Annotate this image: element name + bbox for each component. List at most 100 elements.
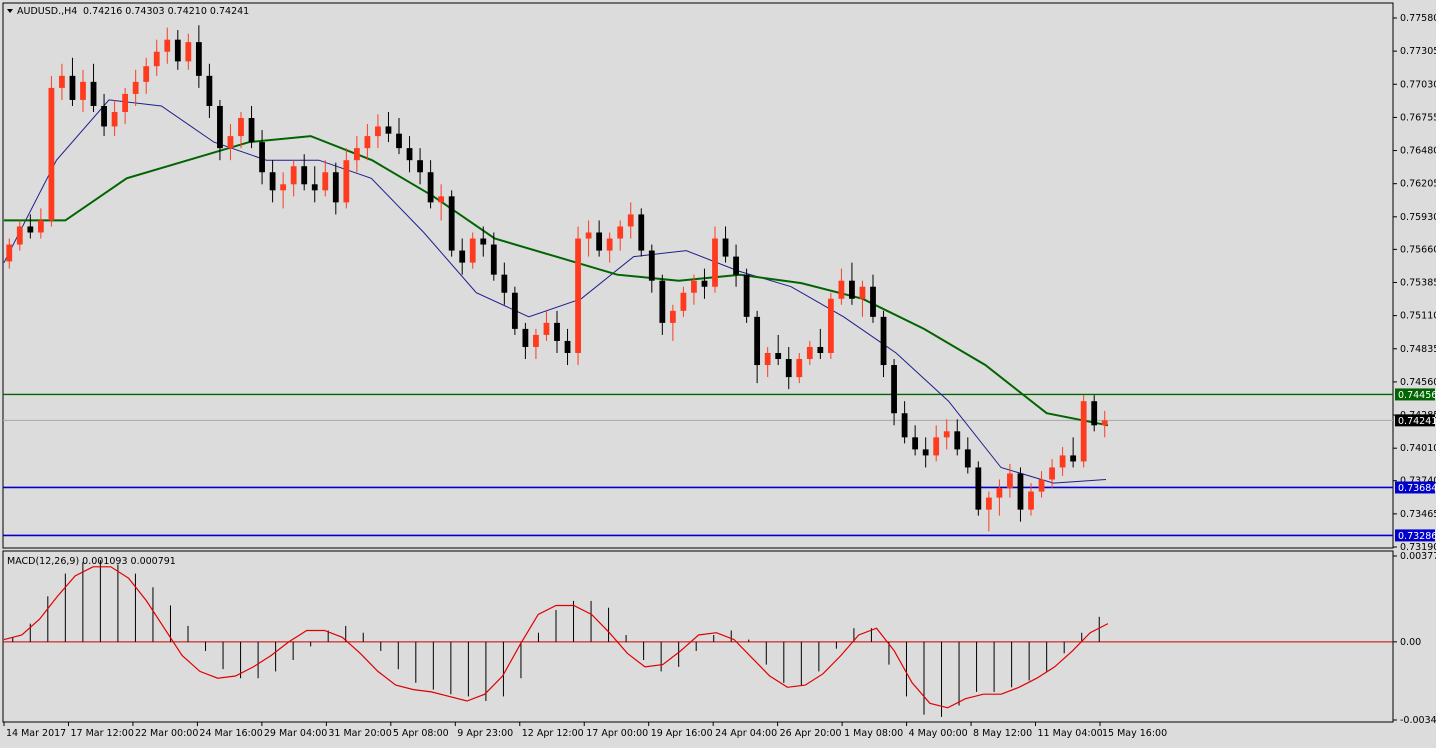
- candle-body: [227, 136, 234, 149]
- candle-body: [754, 316, 761, 366]
- candle: [764, 346, 771, 378]
- candle-body: [185, 42, 192, 62]
- candle-body: [6, 244, 13, 262]
- price-tag-label: 0.74456: [1398, 390, 1436, 401]
- ma-slow-line: [4, 135, 1109, 427]
- candle-body: [80, 81, 86, 100]
- candle: [90, 63, 97, 112]
- candle: [417, 148, 423, 185]
- candle-body: [701, 280, 708, 287]
- candle-body: [269, 172, 276, 191]
- candle: [712, 226, 718, 293]
- candle-body: [996, 487, 1003, 498]
- candle: [775, 334, 782, 366]
- candle: [943, 419, 950, 450]
- candle-body: [1038, 479, 1045, 492]
- candle: [1101, 410, 1108, 438]
- candle-body: [511, 292, 518, 329]
- candle: [406, 136, 413, 173]
- candle-body: [1017, 473, 1024, 510]
- candle-body: [712, 238, 718, 287]
- candle: [480, 226, 487, 257]
- candle-body: [691, 280, 697, 293]
- candle-body: [438, 196, 445, 203]
- candle-body: [469, 238, 476, 263]
- candle: [806, 340, 813, 366]
- candle-body: [101, 105, 107, 127]
- symbol-dropdown-icon[interactable]: [7, 9, 13, 13]
- macd-y-tick-label: -0.003436: [1400, 715, 1436, 726]
- candle: [1028, 483, 1034, 516]
- candle-body: [796, 359, 803, 378]
- candle: [501, 262, 508, 305]
- candle: [648, 244, 655, 293]
- candle: [827, 292, 834, 360]
- x-axis-labels: 14 Mar 2017 17 Mar 12:00 22 Mar 00:00 24 Ma…: [3, 722, 1167, 739]
- candle-body: [985, 497, 992, 510]
- candle-body: [912, 437, 919, 450]
- candle: [838, 268, 845, 305]
- candle: [227, 124, 234, 161]
- current-price-tag: [1395, 414, 1435, 427]
- candle-body: [838, 280, 845, 299]
- candle: [132, 69, 139, 106]
- x-tick-label: 31 Mar 20:00: [328, 728, 391, 739]
- candle: [59, 63, 65, 100]
- candle-body: [90, 81, 97, 106]
- candle: [217, 99, 223, 161]
- symbol-label: AUDUSD.,H4: [17, 6, 77, 17]
- candle-body: [364, 136, 371, 149]
- candle-body: [943, 431, 950, 438]
- y-tick-label: 0.73740: [1400, 476, 1436, 487]
- candle: [859, 280, 866, 317]
- candle: [385, 111, 392, 143]
- moving-averages-layer: [3, 99, 1109, 484]
- candle: [1038, 471, 1045, 498]
- candle-body: [343, 160, 350, 203]
- candle: [533, 328, 539, 360]
- candle: [912, 425, 919, 456]
- candle-body: [933, 437, 940, 456]
- candle-body: [638, 214, 645, 251]
- candle-body: [733, 256, 739, 275]
- candle: [27, 214, 34, 239]
- candle-body: [174, 39, 181, 62]
- candle-body: [922, 449, 929, 456]
- x-tick-label: 24 Apr 04:00: [715, 728, 777, 739]
- candle-body: [1101, 420, 1108, 426]
- candle-body: [59, 75, 65, 88]
- candle-body: [859, 286, 866, 299]
- candle: [332, 162, 339, 215]
- candle: [143, 57, 150, 94]
- x-tick-label: 9 Apr 23:00: [457, 728, 513, 739]
- y-tick-label: 0.75110: [1400, 311, 1436, 322]
- candle-body: [301, 166, 308, 185]
- candle-body: [16, 226, 23, 245]
- candle: [933, 425, 940, 462]
- price-tag: [1395, 529, 1435, 542]
- candle-body: [353, 148, 360, 161]
- candle: [6, 238, 13, 269]
- candle: [248, 105, 255, 149]
- candle: [1007, 463, 1013, 498]
- candle-body: [554, 322, 560, 341]
- candle: [269, 160, 276, 203]
- candle: [701, 268, 708, 299]
- price-tag: [1395, 388, 1435, 401]
- candle: [122, 87, 129, 125]
- candle: [785, 346, 792, 390]
- candle: [543, 310, 550, 341]
- candle: [469, 232, 476, 269]
- candle-body: [290, 166, 297, 185]
- candle-body: [164, 39, 171, 52]
- ohlc-readout: 0.74216 0.74303 0.74210 0.74241: [83, 6, 249, 17]
- candle-body: [27, 226, 34, 233]
- x-tick-label: 24 Mar 16:00: [199, 728, 262, 739]
- candle: [575, 226, 581, 366]
- candle-body: [238, 118, 244, 137]
- x-tick-label: 5 Apr 08:00: [393, 728, 449, 739]
- horizontal-lines-layer: [3, 393, 1393, 537]
- candle: [448, 190, 455, 257]
- candle: [1070, 437, 1077, 468]
